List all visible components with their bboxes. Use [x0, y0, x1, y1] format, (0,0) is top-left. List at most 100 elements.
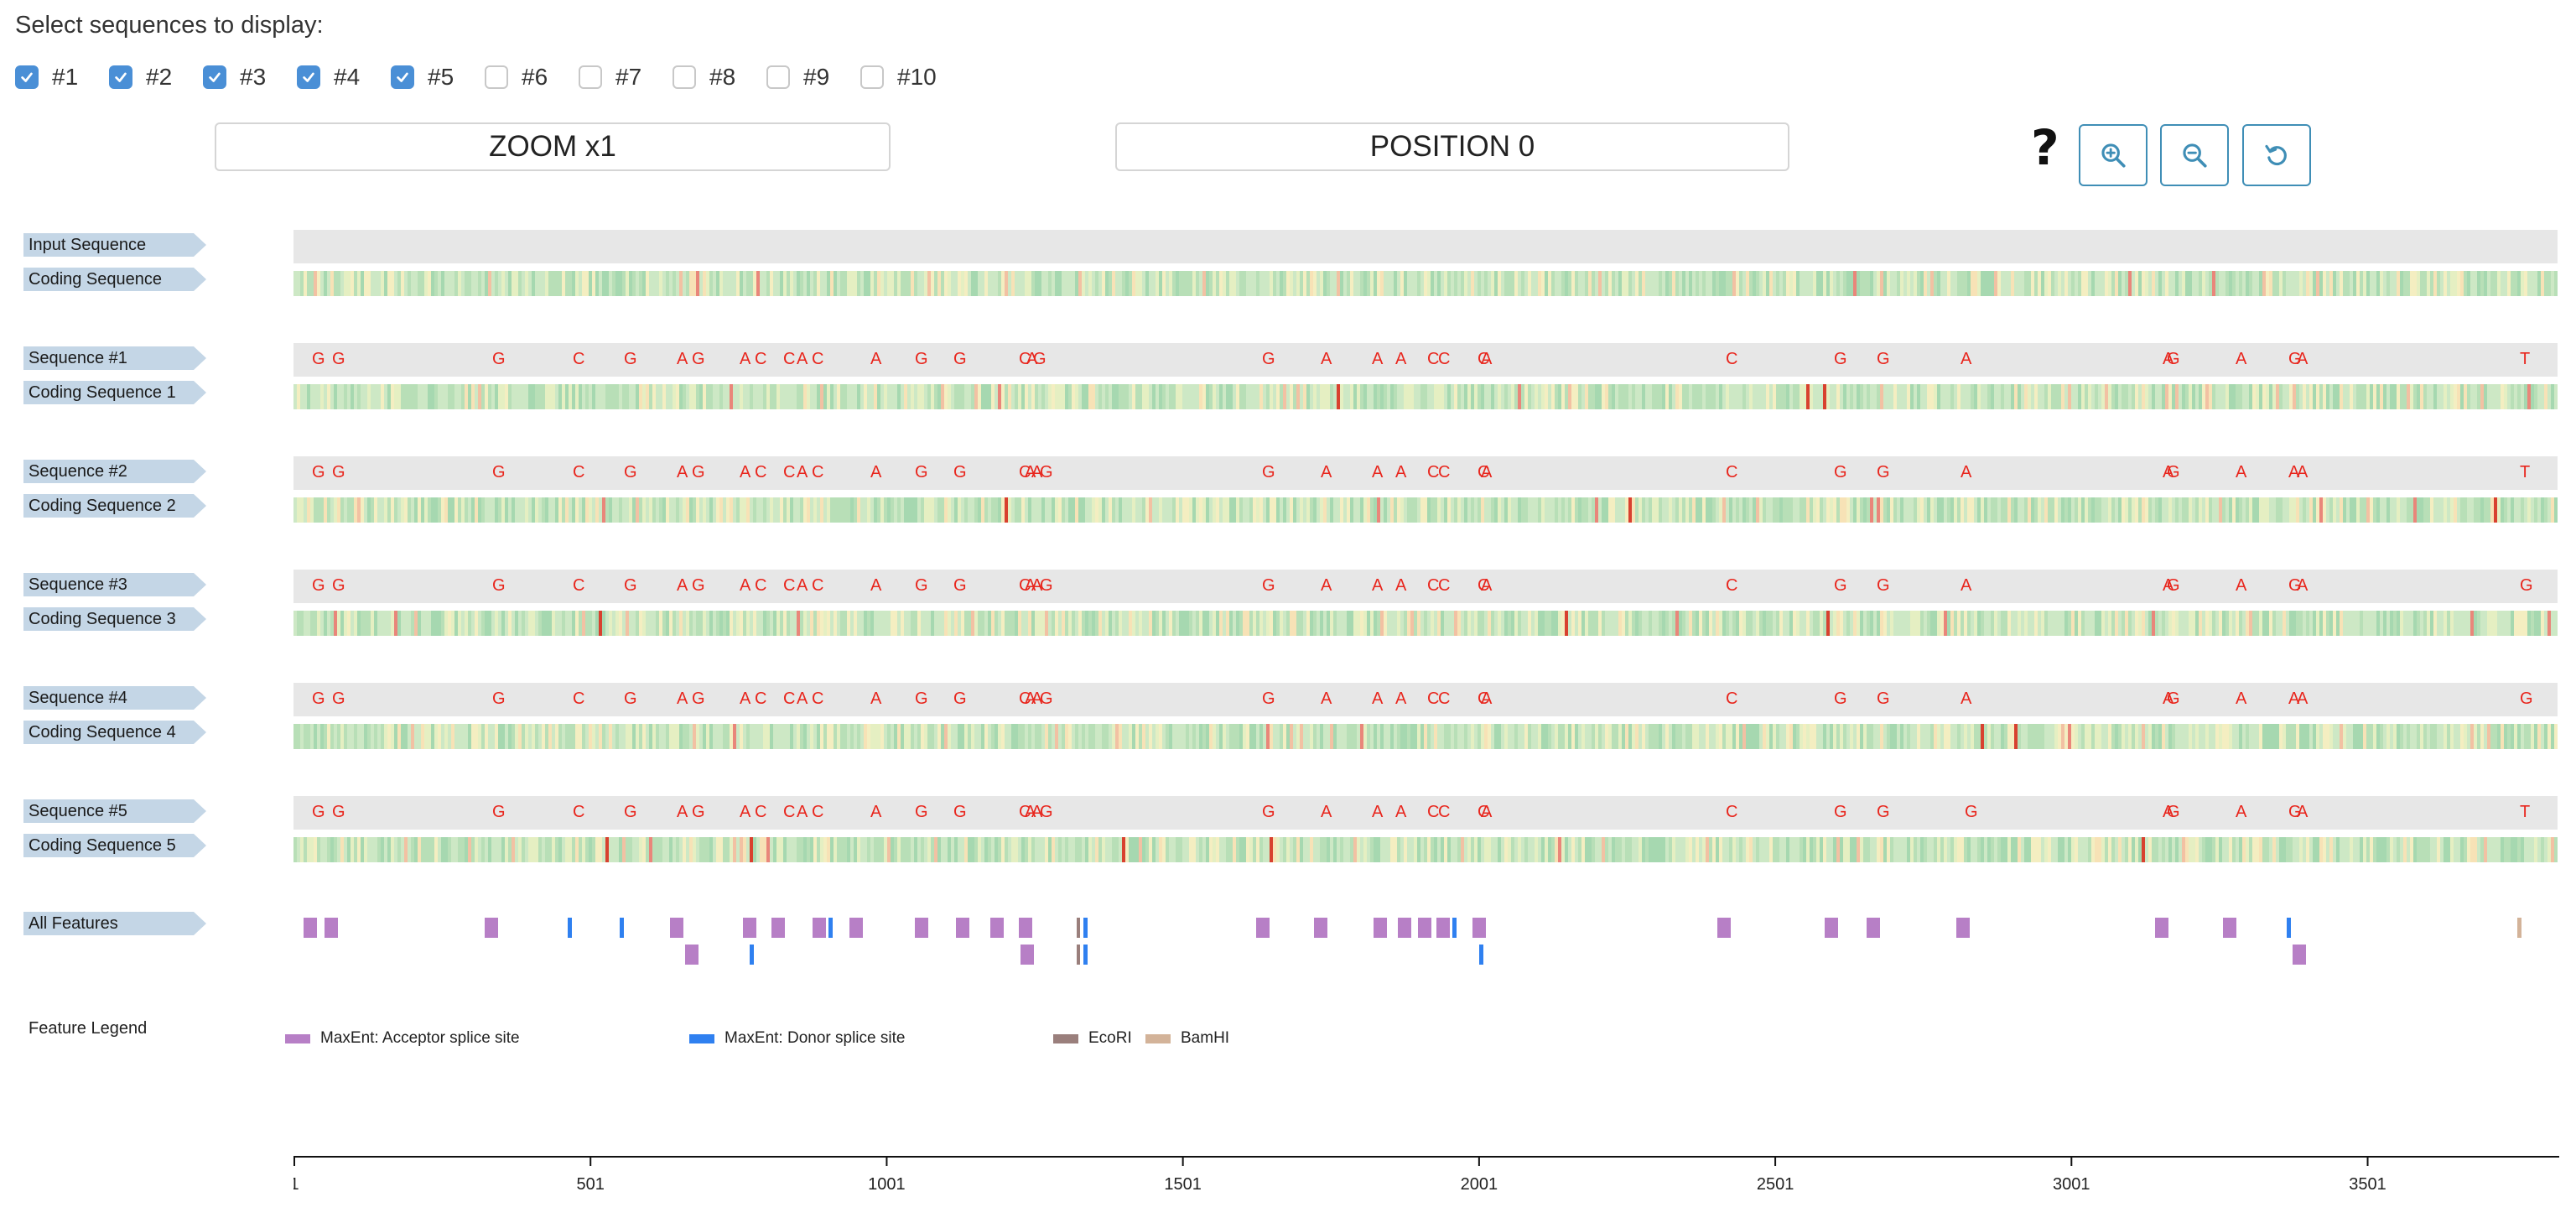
checkbox-label: #4 — [334, 64, 361, 90]
variant-letter: C — [1427, 350, 1440, 368]
feature-ecori[interactable] — [1077, 945, 1080, 965]
feature-acceptor-splice-site[interactable] — [1956, 918, 1970, 938]
feature-acceptor-splice-site[interactable] — [1021, 945, 1034, 965]
help-icon[interactable]: ? — [2031, 119, 2059, 176]
feature-acceptor-splice-site[interactable] — [1398, 918, 1411, 938]
variant-letter: G — [915, 690, 928, 708]
feature-acceptor-splice-site[interactable] — [771, 918, 785, 938]
feature-acceptor-splice-site[interactable] — [2223, 918, 2236, 938]
checkbox-seq-3[interactable]: #3 — [203, 60, 266, 94]
feature-donor-splice-site[interactable] — [1479, 945, 1483, 965]
feature-ecori[interactable] — [1077, 918, 1080, 938]
feature-donor-splice-site[interactable] — [750, 945, 754, 965]
variant-letter: G — [2167, 690, 2180, 708]
feature-donor-splice-site[interactable] — [1083, 945, 1088, 965]
checkbox-seq-8[interactable]: #8 — [673, 60, 735, 94]
variant-letter: G — [1033, 350, 1046, 368]
checkbox-seq-2[interactable]: #2 — [109, 60, 172, 94]
checkbox-box[interactable] — [579, 65, 602, 89]
zoom-in-button[interactable] — [2079, 124, 2148, 186]
feature-donor-splice-site[interactable] — [1452, 918, 1457, 938]
variant-letter: G — [1834, 463, 1847, 481]
variant-letter: G — [915, 350, 928, 368]
checkbox-seq-7[interactable]: #7 — [579, 60, 641, 94]
checkbox-label: #3 — [240, 64, 267, 90]
checkbox-box[interactable] — [109, 65, 132, 89]
variant-letter: A — [740, 463, 751, 481]
variant-letter: C — [783, 690, 796, 708]
feature-acceptor-splice-site[interactable] — [849, 918, 863, 938]
feature-donor-splice-site[interactable] — [2287, 918, 2291, 938]
feature-acceptor-splice-site[interactable] — [1436, 918, 1450, 938]
checkbox-label: #10 — [897, 64, 937, 90]
checkbox-box[interactable] — [766, 65, 790, 89]
feature-acceptor-splice-site[interactable] — [1418, 918, 1431, 938]
variant-letter: G — [1877, 350, 1890, 368]
variant-letter: G — [1040, 803, 1053, 821]
feature-acceptor-splice-site[interactable] — [1825, 918, 1838, 938]
variant-letter: A — [1025, 463, 1036, 481]
variant-letter: A — [2236, 463, 2247, 481]
feature-acceptor-splice-site[interactable] — [304, 918, 317, 938]
feature-acceptor-splice-site[interactable] — [1019, 918, 1032, 938]
checkbox-box[interactable] — [391, 65, 414, 89]
checkbox-box[interactable] — [485, 65, 508, 89]
checkbox-seq-4[interactable]: #4 — [297, 60, 360, 94]
variant-letter: G — [1877, 463, 1890, 481]
feature-acceptor-splice-site[interactable] — [743, 918, 756, 938]
feature-acceptor-splice-site[interactable] — [485, 918, 498, 938]
feature-acceptor-splice-site[interactable] — [956, 918, 969, 938]
feature-acceptor-splice-site[interactable] — [2155, 918, 2168, 938]
feature-acceptor-splice-site[interactable] — [685, 945, 699, 965]
variant-letter: C — [812, 576, 824, 595]
checkbox-seq-9[interactable]: #9 — [766, 60, 829, 94]
track-label-coding-1: Coding Sequence 1 — [23, 381, 206, 404]
feature-donor-splice-site[interactable] — [828, 918, 833, 938]
variant-letter: A — [2236, 576, 2247, 595]
legend-label: MaxEnt: Acceptor splice site — [320, 1029, 520, 1047]
zoom-out-button[interactable] — [2160, 124, 2229, 186]
variant-letter: C — [755, 576, 767, 595]
feature-donor-splice-site[interactable] — [620, 918, 624, 938]
checkbox-box[interactable] — [15, 65, 39, 89]
feature-acceptor-splice-site[interactable] — [1374, 918, 1387, 938]
feature-donor-splice-site[interactable] — [1083, 918, 1088, 938]
feature-acceptor-splice-site[interactable] — [325, 918, 338, 938]
feature-acceptor-splice-site[interactable] — [1314, 918, 1327, 938]
feature-donor-splice-site[interactable] — [568, 918, 572, 938]
checkbox-seq-6[interactable]: #6 — [485, 60, 548, 94]
variant-letter: G — [1877, 576, 1890, 595]
checkbox-seq-5[interactable]: #5 — [391, 60, 454, 94]
axis-tick-label: 2001 — [1461, 1175, 1498, 1194]
variant-letter: G — [312, 463, 325, 481]
feature-acceptor-splice-site[interactable] — [670, 918, 683, 938]
track-label-sequence-5: Sequence #5 — [23, 799, 206, 823]
feature-acceptor-splice-site[interactable] — [1717, 918, 1731, 938]
reset-button[interactable] — [2242, 124, 2311, 186]
feature-acceptor-splice-site[interactable] — [990, 918, 1004, 938]
checkbox-seq-10[interactable]: #10 — [860, 60, 937, 94]
checkbox-box[interactable] — [860, 65, 884, 89]
variant-letter: A — [1395, 690, 1407, 708]
zoom-in-icon — [2101, 143, 2126, 168]
feature-acceptor-splice-site[interactable] — [813, 918, 826, 938]
position-display[interactable]: POSITION 0 — [1115, 122, 1789, 171]
variant-letter: G — [1262, 690, 1275, 708]
feature-acceptor-splice-site[interactable] — [2293, 945, 2306, 965]
variant-letter: A — [2163, 576, 2174, 595]
checkbox-box[interactable] — [203, 65, 226, 89]
feature-acceptor-splice-site[interactable] — [1472, 918, 1486, 938]
feature-acceptor-splice-site[interactable] — [1867, 918, 1880, 938]
checkbox-seq-1[interactable]: #1 — [15, 60, 78, 94]
zoom-display[interactable]: ZOOM x1 — [215, 122, 891, 171]
variant-letter: G — [2520, 576, 2533, 595]
legend-label: EcoRI — [1088, 1029, 1132, 1047]
checkbox-box[interactable] — [673, 65, 696, 89]
variant-letter: G — [1877, 803, 1890, 821]
axis-tick-label: 3001 — [2053, 1175, 2090, 1194]
variant-letter: A — [1395, 803, 1407, 821]
feature-acceptor-splice-site[interactable] — [915, 918, 928, 938]
checkbox-box[interactable] — [297, 65, 320, 89]
feature-acceptor-splice-site[interactable] — [1256, 918, 1270, 938]
feature-bamhi[interactable] — [2517, 918, 2521, 938]
